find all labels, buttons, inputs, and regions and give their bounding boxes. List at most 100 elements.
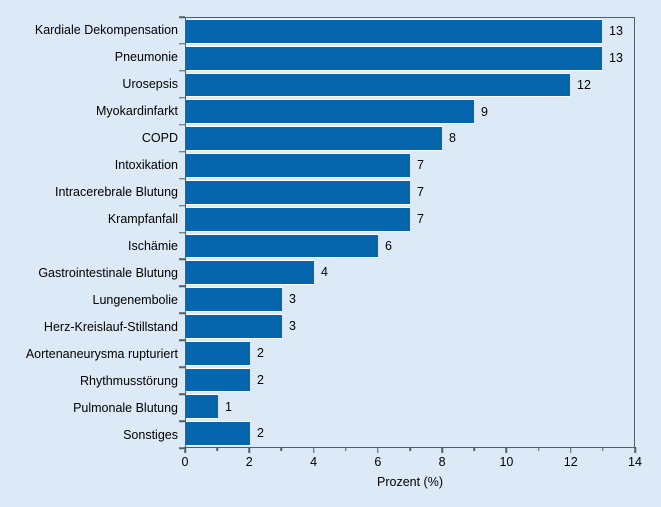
y-axis-tick	[179, 312, 185, 315]
category-label: Intracerebrale Blutung	[55, 185, 178, 200]
bar-row: 12	[186, 72, 634, 99]
x-axis-tick-label: 8	[438, 455, 446, 469]
x-axis-title: Prozent (%)	[377, 475, 443, 489]
value-label: 7	[417, 158, 424, 173]
x-axis-major-tick	[312, 447, 315, 453]
bar-row: 2	[186, 420, 634, 447]
category-label: Herz-Kreislauf-Stillstand	[43, 319, 178, 334]
value-label: 3	[289, 292, 296, 307]
x-axis-tick-label: 2	[245, 455, 253, 469]
value-label: 7	[417, 185, 424, 200]
bar	[186, 19, 602, 44]
bar-row: 7	[186, 179, 634, 206]
value-label: 3	[289, 319, 296, 334]
bar	[186, 287, 282, 312]
y-axis-tick	[179, 366, 185, 368]
y-axis-tick	[179, 339, 185, 341]
x-axis-major-tick	[634, 447, 636, 453]
value-label: 7	[417, 211, 424, 226]
x-axis-minor-tick	[602, 447, 604, 451]
bar	[186, 260, 314, 286]
y-axis-tick	[179, 177, 185, 180]
bar	[186, 421, 250, 446]
x-axis-major-tick	[505, 447, 508, 453]
y-axis-tick	[179, 393, 185, 395]
bar	[186, 72, 570, 98]
y-axis-tick	[179, 204, 185, 207]
x-axis-major-tick	[441, 447, 443, 453]
x-axis-tick-label: 10	[499, 455, 514, 469]
category-label: Pneumonie	[114, 50, 178, 65]
bar-row: 13	[186, 45, 634, 72]
category-labels: Kardiale Dekompensation Pneumonie Urosepsi…	[0, 17, 178, 448]
bar	[186, 99, 474, 125]
y-axis-ticks	[179, 16, 185, 449]
category-label: Urosepsis	[122, 77, 178, 92]
bar	[186, 233, 378, 259]
x-axis-major-tick	[184, 447, 186, 453]
value-label: 4	[321, 265, 328, 280]
y-axis-tick	[179, 258, 185, 261]
bar-row: 4	[186, 259, 634, 286]
bar	[186, 206, 410, 232]
value-label: 13	[609, 50, 623, 65]
y-axis-tick	[179, 285, 185, 288]
y-axis-tick	[179, 231, 185, 234]
y-axis-tick	[179, 420, 185, 422]
value-label: 12	[577, 77, 591, 92]
bar-row: 3	[186, 313, 634, 340]
plot-area: 13 13 12 9 8 7 7 7 6 4 3 3 2 2 1 2	[185, 17, 635, 448]
x-axis-minor-tick	[280, 447, 283, 451]
bar	[186, 126, 442, 152]
bar	[186, 45, 602, 71]
bar-row: 7	[186, 206, 634, 233]
bar	[186, 153, 410, 178]
y-axis-tick	[179, 43, 185, 45]
y-axis-tick	[179, 124, 185, 126]
bar	[186, 394, 218, 420]
bar-row: 3	[186, 286, 634, 313]
x-axis-minor-tick	[409, 447, 411, 451]
bar-row: 7	[186, 152, 634, 179]
y-axis-tick	[179, 150, 185, 153]
value-label: 13	[609, 24, 623, 39]
y-axis-tick	[179, 97, 185, 99]
bar	[186, 313, 282, 339]
x-axis-ticks	[184, 447, 636, 455]
x-axis-tick-label: 6	[374, 455, 382, 469]
x-axis-tick-label: 14	[628, 455, 642, 469]
value-label: 9	[481, 104, 488, 119]
y-axis-tick	[179, 70, 185, 72]
bar	[186, 179, 410, 205]
bar-row: 6	[186, 233, 634, 260]
value-label: 8	[449, 131, 456, 146]
bar	[186, 340, 250, 366]
x-axis-tick-label: 0	[181, 455, 189, 469]
value-label: 1	[225, 399, 232, 414]
category-label: Sonstiges	[123, 427, 178, 442]
x-axis-major-tick	[248, 447, 251, 453]
category-label: Myokardinfarkt	[96, 104, 178, 119]
category-label: Krampfanfall	[107, 212, 178, 227]
y-axis-tick	[179, 16, 185, 18]
x-axis-tick-label: 4	[310, 455, 318, 469]
category-label: Ischämie	[127, 238, 178, 253]
y-axis-tick	[179, 447, 185, 449]
x-axis-major-tick	[377, 447, 379, 453]
x-axis-minor-tick	[344, 447, 347, 451]
bar-row: 1	[186, 393, 634, 420]
category-label: Lungenembolie	[92, 292, 179, 307]
value-label: 6	[385, 238, 392, 253]
x-axis-tick-label: 12	[563, 455, 578, 469]
x-axis-minor-tick	[216, 447, 218, 451]
bar-row: 13	[186, 18, 634, 45]
bar-row: 9	[186, 98, 634, 125]
category-label: Rhythmusstörung	[80, 373, 178, 388]
bar-row: 2	[186, 367, 634, 394]
bar-row: 2	[186, 340, 634, 367]
value-label: 2	[257, 372, 264, 387]
category-label: Kardiale Dekompensation	[34, 23, 178, 38]
bar	[186, 367, 250, 393]
category-label: COPD	[141, 131, 178, 146]
